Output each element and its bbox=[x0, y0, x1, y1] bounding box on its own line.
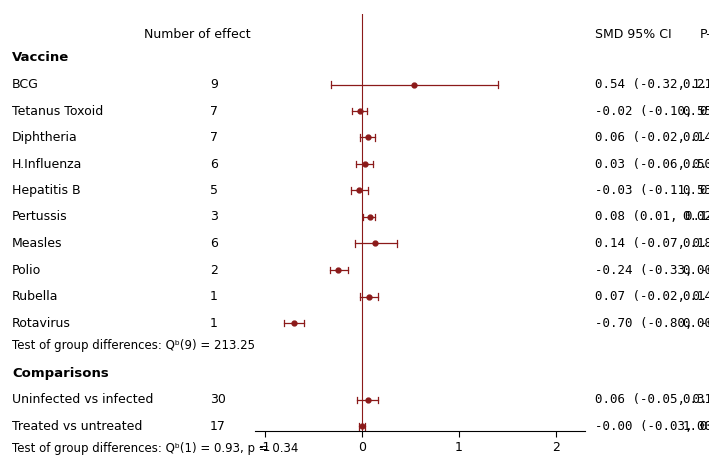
Text: 0.06 (-0.02, 0.14): 0.06 (-0.02, 0.14) bbox=[595, 131, 709, 144]
Text: 2: 2 bbox=[210, 264, 218, 277]
Text: 7: 7 bbox=[210, 131, 218, 144]
Text: 0.03 (-0.06, 0.12): 0.03 (-0.06, 0.12) bbox=[595, 158, 709, 171]
Text: Polio: Polio bbox=[12, 264, 41, 277]
Text: 0.509: 0.509 bbox=[683, 158, 709, 171]
Text: Number of effect sizes: Number of effect sizes bbox=[145, 28, 286, 40]
Text: 1: 1 bbox=[210, 290, 218, 303]
Text: Rotavirus: Rotavirus bbox=[12, 317, 71, 330]
Text: 17: 17 bbox=[210, 420, 226, 433]
Text: 0.216: 0.216 bbox=[683, 78, 709, 91]
Text: Treated vs untreated: Treated vs untreated bbox=[12, 420, 143, 433]
Text: Test of group differences: Qᵇ(9) = 213.25, p = 0.00: Test of group differences: Qᵇ(9) = 213.2… bbox=[12, 339, 313, 352]
Text: 5: 5 bbox=[210, 184, 218, 197]
Text: -0.24 (-0.33, -0.14): -0.24 (-0.33, -0.14) bbox=[595, 264, 709, 277]
Text: 0.144: 0.144 bbox=[683, 290, 709, 303]
Text: 0.021: 0.021 bbox=[683, 211, 709, 224]
Text: 0.550: 0.550 bbox=[683, 105, 709, 118]
Text: 0.000: 0.000 bbox=[683, 264, 709, 277]
Text: 6: 6 bbox=[210, 237, 218, 250]
Text: -0.70 (-0.80, -0.60): -0.70 (-0.80, -0.60) bbox=[595, 317, 709, 330]
Text: Hepatitis B: Hepatitis B bbox=[12, 184, 81, 197]
Text: BCG: BCG bbox=[12, 78, 39, 91]
Text: 1: 1 bbox=[210, 317, 218, 330]
Text: 1.000: 1.000 bbox=[683, 420, 709, 433]
Text: 0.318: 0.318 bbox=[683, 393, 709, 406]
Text: 30: 30 bbox=[210, 393, 226, 406]
Text: -0.00 (-0.03, 0.03): -0.00 (-0.03, 0.03) bbox=[595, 420, 709, 433]
Text: 7: 7 bbox=[210, 105, 218, 118]
Text: 0.07 (-0.02, 0.17): 0.07 (-0.02, 0.17) bbox=[595, 290, 709, 303]
Text: 0.06 (-0.05, 0.17): 0.06 (-0.05, 0.17) bbox=[595, 393, 709, 406]
Text: 0.142: 0.142 bbox=[683, 131, 709, 144]
Text: Comparisons: Comparisons bbox=[12, 367, 108, 380]
Text: SMD 95% CI: SMD 95% CI bbox=[595, 28, 671, 40]
Text: 9: 9 bbox=[210, 78, 218, 91]
Text: 0.54 (-0.32, 1.40): 0.54 (-0.32, 1.40) bbox=[595, 78, 709, 91]
Text: 6: 6 bbox=[210, 158, 218, 171]
Text: 3: 3 bbox=[210, 211, 218, 224]
Text: 0.08 (0.01, 0.14): 0.08 (0.01, 0.14) bbox=[595, 211, 709, 224]
Text: Rubella: Rubella bbox=[12, 290, 59, 303]
Text: 0.14 (-0.07, 0.36): 0.14 (-0.07, 0.36) bbox=[595, 237, 709, 250]
Text: Vaccine: Vaccine bbox=[12, 51, 69, 63]
Text: Pertussis: Pertussis bbox=[12, 211, 67, 224]
Text: 0.181: 0.181 bbox=[683, 237, 709, 250]
Text: Tetanus Toxoid: Tetanus Toxoid bbox=[12, 105, 104, 118]
Text: Diphtheria: Diphtheria bbox=[12, 131, 78, 144]
Text: H.Influenza: H.Influenza bbox=[12, 158, 82, 171]
Text: Measles: Measles bbox=[12, 237, 62, 250]
Text: Uninfected vs infected: Uninfected vs infected bbox=[12, 393, 153, 406]
Text: 0.000: 0.000 bbox=[683, 317, 709, 330]
Text: -0.03 (-0.11, 0.06): -0.03 (-0.11, 0.06) bbox=[595, 184, 709, 197]
Text: 0.539: 0.539 bbox=[683, 184, 709, 197]
Text: -0.02 (-0.10, 0.05): -0.02 (-0.10, 0.05) bbox=[595, 105, 709, 118]
Text: P-value: P-value bbox=[700, 28, 709, 40]
Text: Test of group differences: Qᵇ(1) = 0.93, p = 0.34: Test of group differences: Qᵇ(1) = 0.93,… bbox=[12, 442, 298, 455]
